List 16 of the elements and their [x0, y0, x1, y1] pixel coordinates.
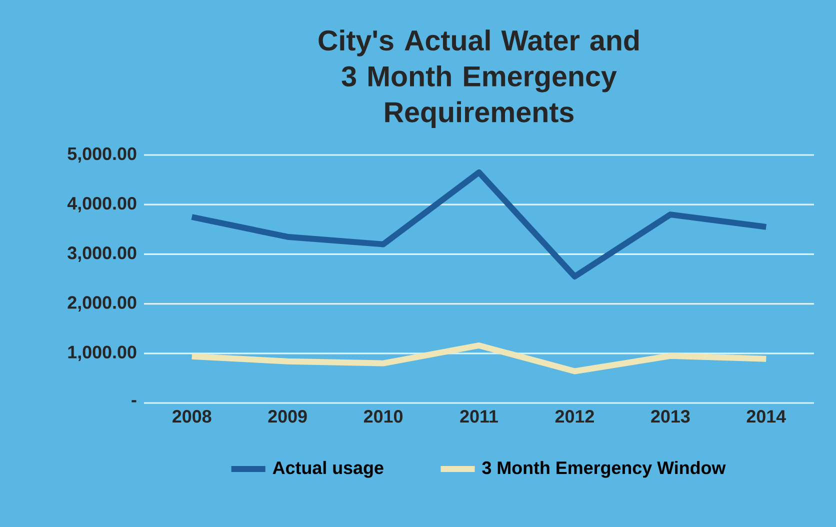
- x-tick-label: 2014: [746, 410, 786, 423]
- y-tick-label: 3,000.00: [68, 246, 136, 262]
- x-tick-label: 2010: [364, 410, 403, 423]
- y-tick-label: 4,000.00: [67, 196, 136, 212]
- legend-label: Actual usage: [272, 460, 384, 478]
- y-tick-label: -: [132, 400, 136, 402]
- x-tick-label: 2013: [651, 410, 690, 423]
- x-tick-label: 2011: [460, 410, 498, 423]
- x-tick-label: 2012: [555, 410, 594, 423]
- y-tick-label: 1,000.00: [68, 346, 136, 362]
- x-tick-label: 2009: [268, 410, 307, 423]
- chart-title: City's Actual Water and 3 Month Emergency Requirements: [318, 30, 639, 128]
- y-tick-label: 2,000.00: [68, 296, 136, 312]
- x-tick-label: 2008: [172, 410, 212, 423]
- y-tick-label: 5,000.00: [68, 147, 136, 163]
- legend-label: 3 Month Emergency Window: [482, 460, 726, 478]
